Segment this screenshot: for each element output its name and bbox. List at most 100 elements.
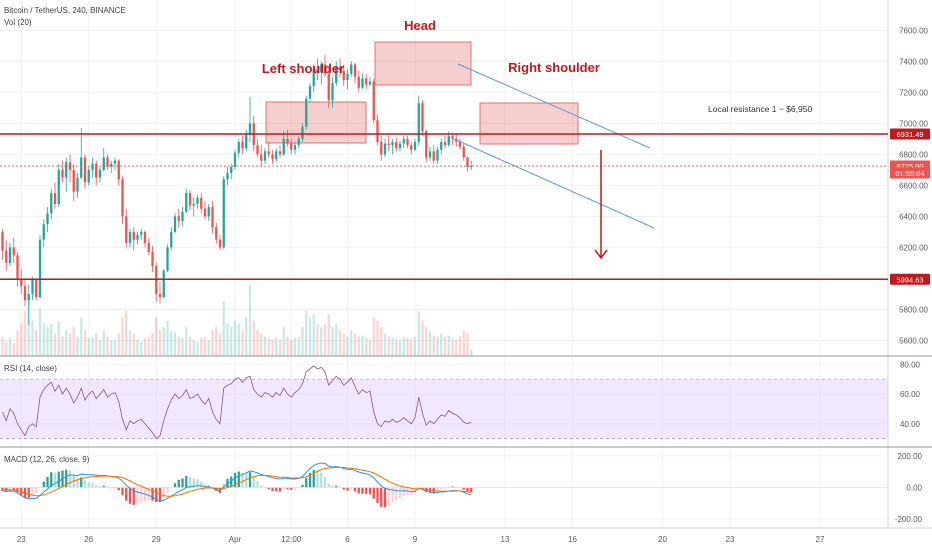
macd-hist-bar — [361, 487, 364, 494]
volume-bar — [87, 338, 90, 356]
candle-body — [166, 247, 169, 271]
macd-hist-bar — [87, 482, 90, 488]
volume-bar — [346, 336, 349, 356]
candle-body — [376, 120, 379, 143]
macd-hist-bar — [27, 487, 30, 498]
macd-hist-bar — [380, 487, 383, 507]
right-shoulder-box — [479, 102, 579, 145]
volume-bar — [293, 338, 297, 356]
macd-hist-bar — [8, 487, 12, 490]
volume-bar — [342, 333, 345, 356]
macd-hist-bar — [125, 487, 128, 501]
volume-bar — [406, 338, 409, 356]
candle-body — [173, 216, 177, 232]
time-tick-label: 13 — [501, 535, 510, 544]
price-tick-label: 6800.00 — [899, 150, 928, 159]
volume-bar — [436, 336, 439, 356]
candle-body — [350, 64, 353, 74]
macd-hist-bar — [312, 470, 315, 488]
volume-bar — [218, 333, 222, 356]
volume-bar — [61, 336, 64, 356]
macd-hist-bar — [248, 472, 252, 488]
volume-bar — [181, 338, 184, 356]
price-tick-label: 7000.00 — [899, 119, 928, 128]
candle-body — [443, 142, 447, 146]
macd-hist-bar — [245, 472, 248, 488]
macd-hist-bar — [46, 477, 49, 488]
volume-bar — [215, 327, 218, 356]
volume-bar — [275, 338, 278, 356]
candle-body — [282, 138, 285, 155]
macd-hist-bar — [342, 487, 345, 490]
macd-hist-bar — [376, 487, 379, 504]
volume-bar — [305, 311, 308, 356]
candle-body — [297, 138, 300, 146]
candle-body — [158, 293, 162, 298]
candle-body — [305, 98, 308, 127]
candle-body — [20, 278, 23, 287]
candle-body — [320, 64, 323, 73]
volume-bar — [27, 294, 30, 356]
time-tick-label: 9 — [413, 535, 418, 544]
volume-bar — [5, 341, 8, 356]
macd-hist-bar — [256, 481, 259, 488]
macd-hist-bar — [395, 487, 398, 501]
candle-body — [301, 126, 304, 139]
candle-body — [455, 138, 458, 143]
volume-bar — [23, 311, 27, 356]
macd-hist-bar — [267, 487, 270, 490]
volume-bar — [398, 339, 402, 356]
candle-body — [5, 250, 8, 263]
time-tick-label: 23 — [726, 535, 735, 544]
candle-body — [256, 145, 259, 155]
volume-bars — [1, 285, 473, 356]
volume-bar — [365, 338, 368, 356]
macd-hist-bar — [320, 472, 323, 488]
candle-body — [8, 247, 12, 263]
volume-bar — [95, 333, 98, 356]
volume-bar — [147, 336, 150, 356]
macd-hist-bar — [53, 472, 57, 488]
macd-hist-bar — [233, 472, 237, 488]
rsi-line — [2, 365, 472, 440]
macd-hist-bar — [335, 485, 338, 488]
time-axis: 23 26 29 Apr 12:00 6 9 13 16 20 23 27 — [17, 535, 825, 544]
volume-bar — [136, 339, 139, 356]
candle-body — [121, 179, 124, 217]
candle-body — [237, 142, 240, 153]
volume-bar — [192, 339, 195, 356]
volume-bar — [357, 336, 360, 356]
volume-bar — [402, 336, 405, 356]
volume-bar — [196, 341, 199, 356]
candle-body — [72, 169, 75, 192]
candle-body — [410, 145, 413, 150]
candle-body — [31, 280, 34, 294]
candle-body — [365, 78, 368, 85]
macd-hist-bar — [368, 487, 372, 495]
macd-hist-bar — [140, 487, 143, 503]
volume-bar — [42, 323, 45, 356]
volume-bar — [203, 336, 207, 356]
macd-hist-bar — [166, 487, 169, 493]
candle-body — [102, 157, 105, 170]
volume-bar — [91, 336, 94, 356]
candle-body — [1, 231, 4, 251]
macd-hist-bar — [173, 483, 177, 488]
candle-body — [151, 252, 154, 267]
candle-body — [95, 163, 98, 178]
candle-body — [80, 157, 83, 178]
macd-hist-bar — [83, 480, 87, 488]
macd-hist-bar — [316, 470, 319, 488]
macd-hist-bar — [353, 487, 357, 492]
macd-hist-bar — [260, 485, 263, 488]
macd-hist-bar — [387, 487, 390, 506]
candle-body — [196, 197, 199, 205]
volume-bar — [338, 330, 342, 356]
candle-body — [140, 231, 143, 236]
candle-body — [226, 173, 229, 180]
candle-body — [76, 177, 79, 192]
price-tag-label: 6931.49 — [896, 130, 923, 139]
macd-hist-bar — [346, 487, 349, 491]
macd-hist-bar — [230, 476, 233, 488]
macd-hist-bar — [215, 487, 218, 491]
